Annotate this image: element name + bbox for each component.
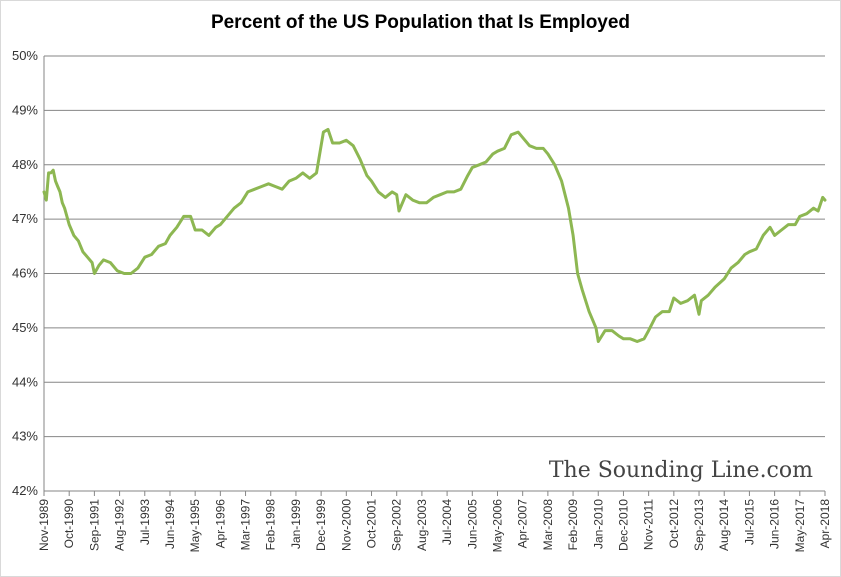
x-tick-label: Jul-2015 — [742, 499, 756, 545]
x-tick-labels: Nov-1989 Oct-1990 Sep-1991 Aug-1992 Jul-1993… — [37, 499, 832, 553]
y-tick-label: 45% — [12, 320, 38, 335]
x-tick-label: Sep-2002 — [390, 499, 404, 551]
y-tick-labels: 42% 43% 44% 45% 46% 47% 48% 49% 50% — [12, 48, 38, 498]
x-tick-label: Apr-2018 — [818, 499, 832, 549]
x-tick-label: Feb-1998 — [264, 499, 278, 551]
x-tick-label: Jun-1994 — [163, 499, 177, 549]
x-tick-label: Dec-2010 — [616, 499, 630, 551]
y-tick-label: 48% — [12, 157, 38, 172]
axes — [43, 56, 826, 496]
x-tick-label: Jan-1999 — [289, 499, 303, 549]
x-tick-label: Jul-1993 — [138, 499, 152, 545]
series-line — [42, 127, 827, 343]
x-tick-label: Mar-1997 — [239, 499, 253, 551]
x-tick-label: May-1995 — [188, 499, 202, 553]
x-tick-label: Oct-2001 — [365, 499, 379, 549]
x-tick-label: Apr-2007 — [516, 499, 530, 549]
x-tick-label: Jun-2016 — [768, 499, 782, 549]
y-tick-label: 47% — [12, 211, 38, 226]
x-tick-label: Nov-2011 — [642, 499, 656, 550]
y-tick-label: 43% — [12, 429, 38, 444]
y-tick-label: 50% — [12, 48, 38, 63]
x-tick-label: Feb-2009 — [566, 499, 580, 551]
x-tick-label: Nov-2000 — [339, 499, 353, 551]
x-tick-label: Aug-2003 — [415, 499, 429, 551]
y-tick-label: 49% — [12, 102, 38, 117]
y-tick-label: 46% — [12, 266, 38, 281]
x-tick-label: Jul-2004 — [440, 499, 454, 545]
x-tick-label: Jun-2005 — [465, 499, 479, 549]
x-tick-label: Sep-1991 — [87, 499, 101, 551]
x-tick-label: Dec-1999 — [314, 499, 328, 551]
x-tick-label: Jan-2010 — [591, 499, 605, 549]
chart-title: Percent of the US Population that Is Emp… — [210, 12, 631, 33]
x-tick-label: Aug-1992 — [113, 499, 127, 551]
x-tick-label: May-2006 — [490, 499, 504, 553]
x-tick-label: Apr-1996 — [213, 499, 227, 549]
x-tick-label: Nov-1989 — [37, 499, 51, 551]
gridlines — [44, 55, 825, 492]
watermark-text: The Sounding Line.com — [549, 458, 813, 483]
x-tick-label: May-2017 — [793, 499, 807, 553]
x-tick-label: Oct-1990 — [62, 499, 76, 549]
y-tick-label: 44% — [12, 374, 38, 389]
x-tick-label: Sep-2013 — [692, 499, 706, 551]
x-tick-label: Aug-2014 — [717, 499, 731, 551]
series — [42, 127, 827, 343]
x-tick-label: Oct-2012 — [667, 499, 681, 549]
x-tick-label: Mar-2008 — [541, 499, 555, 551]
y-tick-label: 42% — [12, 483, 38, 498]
